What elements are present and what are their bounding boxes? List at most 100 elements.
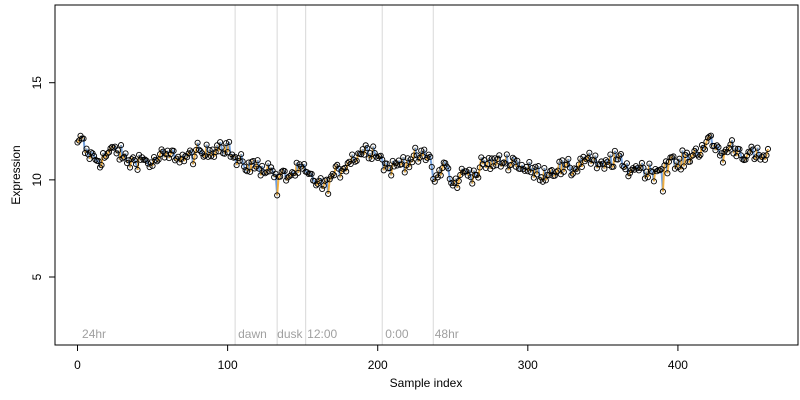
change-segment-16 xyxy=(99,164,103,169)
data-point-377 xyxy=(640,164,647,171)
x-tick-label-3: 300 xyxy=(518,358,538,372)
data-point-361 xyxy=(616,152,623,159)
change-segment-235 xyxy=(427,154,432,158)
data-point-404 xyxy=(680,163,687,170)
data-point-282 xyxy=(497,163,504,170)
data-point-329 xyxy=(568,172,575,179)
data-point-30 xyxy=(119,155,126,162)
data-point-352 xyxy=(602,157,609,164)
change-segment-119 xyxy=(253,166,257,170)
data-point-380 xyxy=(644,174,651,181)
data-point-312 xyxy=(542,177,549,184)
data-point-199 xyxy=(373,153,380,160)
data-point-357 xyxy=(610,163,617,170)
data-point-64 xyxy=(170,147,177,154)
data-point-435 xyxy=(727,141,734,148)
data-point-36 xyxy=(128,156,135,163)
change-segment-273 xyxy=(484,163,489,169)
data-point-54 xyxy=(155,156,162,163)
change-segment-176 xyxy=(339,170,343,178)
change-segment-435 xyxy=(728,144,732,149)
change-segment-144 xyxy=(291,171,295,175)
data-point-219 xyxy=(403,162,410,169)
data-point-120 xyxy=(254,157,261,164)
data-point-268 xyxy=(476,164,483,171)
data-point-115 xyxy=(247,168,254,175)
change-segment-39 xyxy=(133,159,137,165)
data-point-381 xyxy=(646,160,653,167)
data-point-108 xyxy=(236,157,243,164)
data-point-40 xyxy=(134,166,141,173)
change-segment-427 xyxy=(716,144,720,148)
data-point-333 xyxy=(574,168,581,175)
data-point-449 xyxy=(748,143,755,150)
data-point-34 xyxy=(125,157,132,164)
region-labels: 24hr dawn dusk 12:00 0:00 48hr xyxy=(82,327,459,341)
data-point-434 xyxy=(725,144,733,151)
change-segment-246 xyxy=(444,162,448,167)
data-point-388 xyxy=(656,167,663,174)
data-point-220 xyxy=(404,155,411,162)
plot-frame xyxy=(54,4,799,346)
change-segment-255 xyxy=(457,174,462,182)
data-point-190 xyxy=(359,146,366,153)
change-segment-452 xyxy=(753,156,757,160)
data-point-272 xyxy=(482,164,489,172)
data-point-19 xyxy=(102,153,110,160)
data-point-300 xyxy=(524,168,531,175)
data-point-109 xyxy=(238,151,245,158)
data-point-346 xyxy=(593,165,600,172)
data-point-236 xyxy=(428,163,435,170)
data-point-367 xyxy=(625,173,632,180)
data-point-301 xyxy=(526,158,533,166)
data-point-168 xyxy=(326,176,333,183)
change-segment-454 xyxy=(756,147,760,156)
data-point-263 xyxy=(469,180,476,187)
change-segment-158 xyxy=(312,179,316,183)
data-point-9 xyxy=(87,149,95,156)
change-segment-353 xyxy=(605,159,609,163)
change-segment-329 xyxy=(568,167,573,176)
data-point-460 xyxy=(764,145,772,153)
data-point-191 xyxy=(361,151,368,158)
data-point-429 xyxy=(718,150,725,157)
x-tick-label-1: 100 xyxy=(218,358,238,372)
change-segment-78 xyxy=(192,156,196,165)
data-point-276 xyxy=(488,155,495,162)
data-point-305 xyxy=(532,163,539,170)
data-point-393 xyxy=(664,170,671,177)
data-point-143 xyxy=(289,169,296,176)
data-point-306 xyxy=(533,171,540,178)
data-point-77 xyxy=(190,161,197,168)
data-point-95 xyxy=(217,139,224,146)
data-point-339 xyxy=(583,156,590,163)
data-point-75 xyxy=(187,147,194,154)
data-point-242 xyxy=(437,172,444,179)
change-segment-383 xyxy=(650,170,653,173)
data-point-409 xyxy=(688,153,695,160)
y-tick-label-2: 15 xyxy=(30,76,44,90)
data-point-303 xyxy=(529,164,536,171)
data-point-227 xyxy=(415,158,422,165)
data-point-259 xyxy=(463,168,470,175)
data-point-81 xyxy=(196,146,203,153)
data-point-261 xyxy=(466,166,473,173)
data-point-324 xyxy=(560,168,567,175)
change-segment-236 xyxy=(429,156,433,168)
data-point-21 xyxy=(105,149,113,156)
data-point-89 xyxy=(208,153,215,160)
data-point-358 xyxy=(611,147,618,154)
data-point-151 xyxy=(301,160,308,168)
data-point-159 xyxy=(313,182,320,189)
data-point-193 xyxy=(364,145,371,152)
data-point-445 xyxy=(742,156,749,163)
data-point-45 xyxy=(142,156,149,163)
change-segment-245 xyxy=(443,161,446,165)
data-point-14 xyxy=(95,157,102,165)
change-segment-198 xyxy=(372,146,376,154)
change-segment-205 xyxy=(382,163,387,171)
data-point-126 xyxy=(263,169,270,176)
change-segment-237 xyxy=(430,166,435,180)
data-point-12 xyxy=(92,156,99,163)
data-point-92 xyxy=(212,149,219,156)
